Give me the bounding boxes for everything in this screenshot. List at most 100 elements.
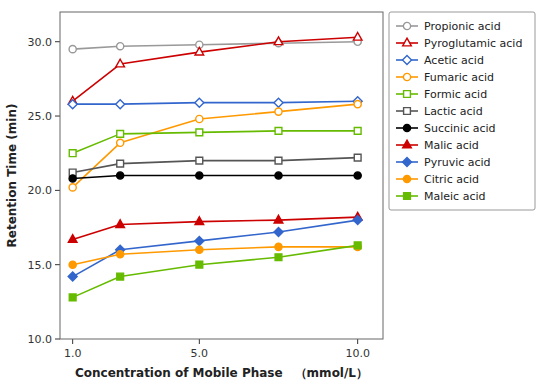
series: [69, 101, 361, 191]
series-marker: [116, 100, 125, 109]
series: [69, 128, 361, 157]
series-line: [73, 176, 358, 179]
series-marker: [275, 172, 282, 179]
legend-marker: [403, 56, 412, 65]
series-marker: [69, 261, 76, 268]
legend-label: Propionic acid: [424, 20, 501, 33]
series: [68, 216, 362, 281]
series-marker: [196, 157, 203, 164]
series-marker: [117, 130, 124, 137]
series-marker: [196, 246, 203, 253]
series-line: [73, 220, 358, 276]
y-tick: [55, 41, 60, 42]
series-marker: [116, 220, 125, 228]
series-marker: [117, 172, 124, 179]
series-marker: [275, 254, 282, 261]
y-tick-label: 10.0: [28, 333, 53, 346]
series-marker: [69, 294, 76, 301]
series: [68, 97, 362, 109]
series-marker: [196, 129, 203, 136]
series-line: [73, 37, 358, 101]
series-marker: [116, 59, 125, 67]
legend: Propionic acid Pyroglutamic acid Acetic ac…: [389, 12, 535, 210]
series-marker: [117, 251, 124, 258]
legend-label: Acetic acid: [424, 54, 484, 67]
series-marker: [275, 243, 282, 250]
legend-marker: [404, 91, 411, 98]
series-marker: [195, 98, 204, 107]
series-marker: [274, 215, 283, 223]
y-tick-label: 30.0: [28, 36, 53, 49]
y-tick: [55, 339, 60, 340]
series-marker: [69, 184, 76, 191]
plot-frame: [60, 12, 383, 339]
series-marker: [354, 154, 361, 161]
y-tick-label: 25.0: [28, 110, 53, 123]
legend-marker: [403, 22, 410, 29]
x-axis-label: Concentration of Mobile Phase （mmol/L）: [75, 366, 368, 380]
legend-label: Formic acid: [424, 88, 487, 101]
series-marker: [117, 43, 124, 50]
series-marker: [68, 235, 77, 243]
series-marker: [117, 273, 124, 280]
series-marker: [195, 236, 204, 245]
legend-marker: [403, 38, 412, 46]
series-marker: [354, 101, 361, 108]
x-tick: [199, 339, 200, 344]
series-marker: [196, 115, 203, 122]
series-line: [73, 42, 358, 49]
series-marker: [196, 172, 203, 179]
y-tick: [55, 264, 60, 265]
y-tick-label: 20.0: [28, 184, 53, 197]
series-marker: [69, 175, 76, 182]
series-marker: [274, 37, 283, 45]
series-marker: [274, 227, 283, 236]
series-line: [73, 217, 358, 239]
series: [68, 32, 362, 104]
y-tick: [55, 190, 60, 191]
series-marker: [68, 272, 77, 281]
series-marker: [69, 46, 76, 53]
series-line: [73, 131, 358, 153]
series-line: [73, 245, 358, 297]
series-marker: [275, 157, 282, 164]
x-tick-label: 10.0: [345, 347, 370, 360]
series-marker: [117, 139, 124, 146]
legend-marker: [403, 158, 412, 167]
legend-marker: [404, 193, 411, 200]
y-axis-label: Retention Time (min): [5, 104, 19, 248]
legend-label: Maleic acid: [424, 190, 485, 203]
series-marker: [195, 217, 204, 225]
legend-label: Pyroglutamic acid: [424, 37, 522, 50]
series-marker: [117, 160, 124, 167]
y-tick: [55, 116, 60, 117]
series-marker: [354, 242, 361, 249]
series-marker: [195, 47, 204, 55]
series-marker: [69, 150, 76, 157]
legend-label: Lactic acid: [424, 105, 483, 118]
series-marker: [353, 32, 362, 40]
legend-marker: [403, 175, 410, 182]
x-tick-label: 1.0: [64, 347, 82, 360]
legend-marker: [403, 140, 412, 148]
series: [68, 212, 362, 242]
legend-label: Malic acid: [424, 139, 479, 152]
chart: 10.0 15.0 20.0 25.0 30.0 1.0 5.0 10.0 Concentrat…: [0, 0, 539, 389]
series-marker: [354, 128, 361, 135]
legend-box: [389, 12, 535, 210]
y-tick-label: 15.0: [28, 259, 53, 272]
series-line: [73, 158, 358, 173]
x-tick-label: 5.0: [191, 347, 209, 360]
series: [69, 172, 361, 182]
series-marker: [68, 100, 77, 109]
series: [69, 243, 361, 268]
legend-label: Pyruvic acid: [424, 156, 491, 169]
series-marker: [274, 98, 283, 107]
series-line: [73, 104, 358, 187]
series-marker: [275, 128, 282, 135]
legend-marker: [403, 73, 410, 80]
series-marker: [353, 216, 362, 225]
legend-label: Citric acid: [424, 173, 479, 186]
plot-marks: [68, 32, 362, 300]
legend-label: Succinic acid: [424, 122, 496, 135]
